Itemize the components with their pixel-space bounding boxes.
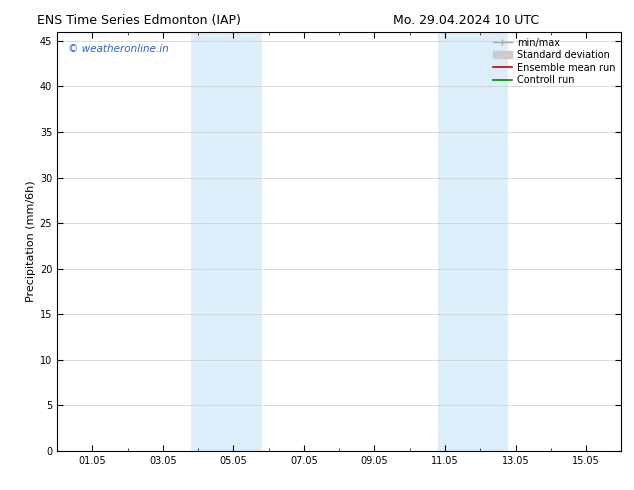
Bar [438,32,473,451]
Legend: min/max, Standard deviation, Ensemble mean run, Controll run: min/max, Standard deviation, Ensemble me… [489,34,619,89]
Bar [226,32,262,451]
Bar [473,32,508,451]
Y-axis label: Precipitation (mm/6h): Precipitation (mm/6h) [25,180,36,302]
Text: Mo. 29.04.2024 10 UTC: Mo. 29.04.2024 10 UTC [393,14,539,27]
Text: © weatheronline.in: © weatheronline.in [68,45,169,54]
Bar [191,32,226,451]
Text: ENS Time Series Edmonton (IAP): ENS Time Series Edmonton (IAP) [37,14,241,27]
